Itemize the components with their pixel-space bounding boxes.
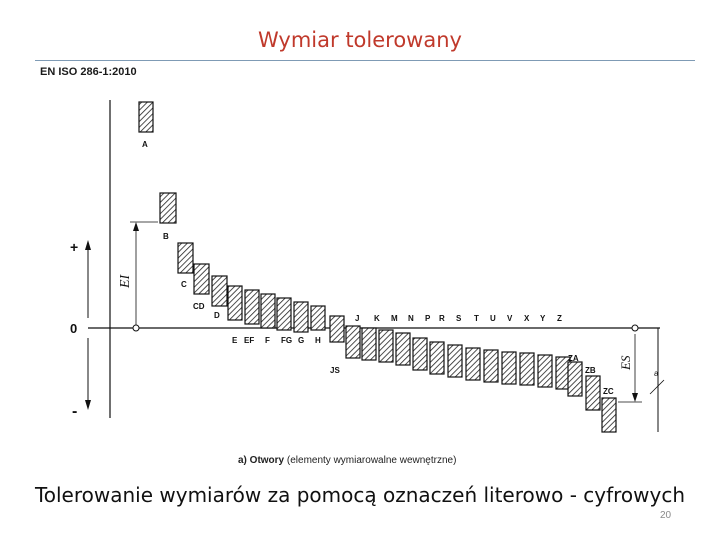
tolerance-bar-n	[395, 332, 411, 366]
bar-label-za: ZA	[568, 354, 579, 363]
tolerance-bar-c	[177, 242, 194, 274]
js-label: JS	[330, 366, 340, 375]
plus-arrowhead	[85, 240, 91, 250]
bar-label-zc: ZC	[603, 387, 614, 396]
caption-bold: a) Otwory	[238, 455, 285, 466]
bar-label-t: T	[474, 314, 479, 323]
caption-rest: (elementy wymiarowalne wewnętrzne)	[284, 455, 457, 466]
minus-sign: -	[72, 403, 77, 420]
bar-label-m: M	[391, 314, 398, 323]
tolerance-bar-cd	[193, 263, 210, 295]
tolerance-bar-js	[329, 315, 345, 343]
bar-label-n: N	[408, 314, 414, 323]
bar-label-d: D	[214, 311, 220, 320]
bar-label-y: Y	[540, 314, 546, 323]
standard-reference: EN ISO 286-1:2010	[40, 66, 137, 78]
tolerance-bar-e	[227, 285, 243, 321]
ei-label: EI	[118, 273, 133, 289]
tolerance-bar-j	[345, 325, 361, 359]
tolerance-bar-s	[447, 344, 463, 378]
tolerance-bar-f	[260, 293, 276, 329]
a-leader-line	[649, 379, 665, 395]
bar-label-f: F	[265, 336, 270, 345]
title-underline	[35, 60, 695, 61]
tolerance-bar-x	[519, 352, 535, 386]
deviation-bars: A B C CD D E EF F FG G H J K M N P R S T U V X Y Z ZA ZB ZC	[138, 101, 617, 433]
es-origin-circle	[631, 324, 639, 332]
tolerance-bar-m	[378, 329, 394, 363]
tolerance-bar-k	[361, 327, 377, 361]
bar-label-k: K	[374, 314, 380, 323]
bar-label-s: S	[456, 314, 462, 323]
tolerance-bar-v	[501, 351, 517, 385]
bar-label-fg: FG	[281, 336, 292, 345]
bar-label-cd: CD	[193, 302, 205, 311]
tolerance-bar-b	[159, 192, 177, 224]
tolerance-bar-u	[483, 349, 499, 383]
bar-label-j: J	[355, 314, 359, 323]
bar-label-z: Z	[557, 314, 562, 323]
zero-label: 0	[70, 321, 77, 336]
tolerance-bar-zb	[585, 375, 601, 411]
tolerance-bar-h	[310, 305, 326, 331]
ei-arrowhead	[133, 222, 139, 231]
tolerance-bar-za	[567, 361, 583, 397]
bar-label-h: H	[315, 336, 321, 345]
bar-label-u: U	[490, 314, 496, 323]
bar-label-c: C	[181, 280, 187, 289]
page-number: 20	[660, 510, 672, 521]
bar-label-e: E	[232, 336, 238, 345]
tolerance-bar-t	[465, 347, 481, 381]
a-label: a	[654, 369, 659, 378]
bar-label-zb: ZB	[585, 366, 596, 375]
tolerance-bar-r	[429, 341, 445, 375]
tolerance-bar-a	[138, 101, 154, 133]
bar-label-x: X	[524, 314, 530, 323]
bar-label-b: B	[163, 232, 169, 241]
bar-label-r: R	[439, 314, 445, 323]
slide-title: Wymiar tolerowany	[258, 28, 462, 52]
tolerance-bar-g	[293, 301, 309, 333]
diagram-caption: a) Otwory (elementy wymiarowalne wewnętr…	[238, 455, 456, 466]
plus-sign: +	[70, 239, 78, 255]
bar-label-v: V	[507, 314, 513, 323]
bar-label-g: G	[298, 336, 304, 345]
es-arrowhead	[632, 393, 638, 402]
tolerance-bar-d	[211, 275, 228, 307]
minus-arrowhead	[85, 400, 91, 410]
tolerance-bar-p	[412, 337, 428, 371]
ei-origin-circle	[132, 324, 140, 332]
bar-label-ef: EF	[244, 336, 254, 345]
bar-label-a: A	[142, 140, 148, 149]
tolerance-bar-ef	[244, 289, 260, 325]
tolerance-bar-fg	[276, 297, 292, 331]
es-label: ES	[618, 355, 633, 371]
tolerance-bar-zc	[601, 397, 617, 433]
slide-subtitle: Tolerowanie wymiarów za pomocą oznaczeń …	[34, 483, 686, 507]
bar-label-p: P	[425, 314, 431, 323]
tolerance-bar-y	[537, 354, 553, 388]
